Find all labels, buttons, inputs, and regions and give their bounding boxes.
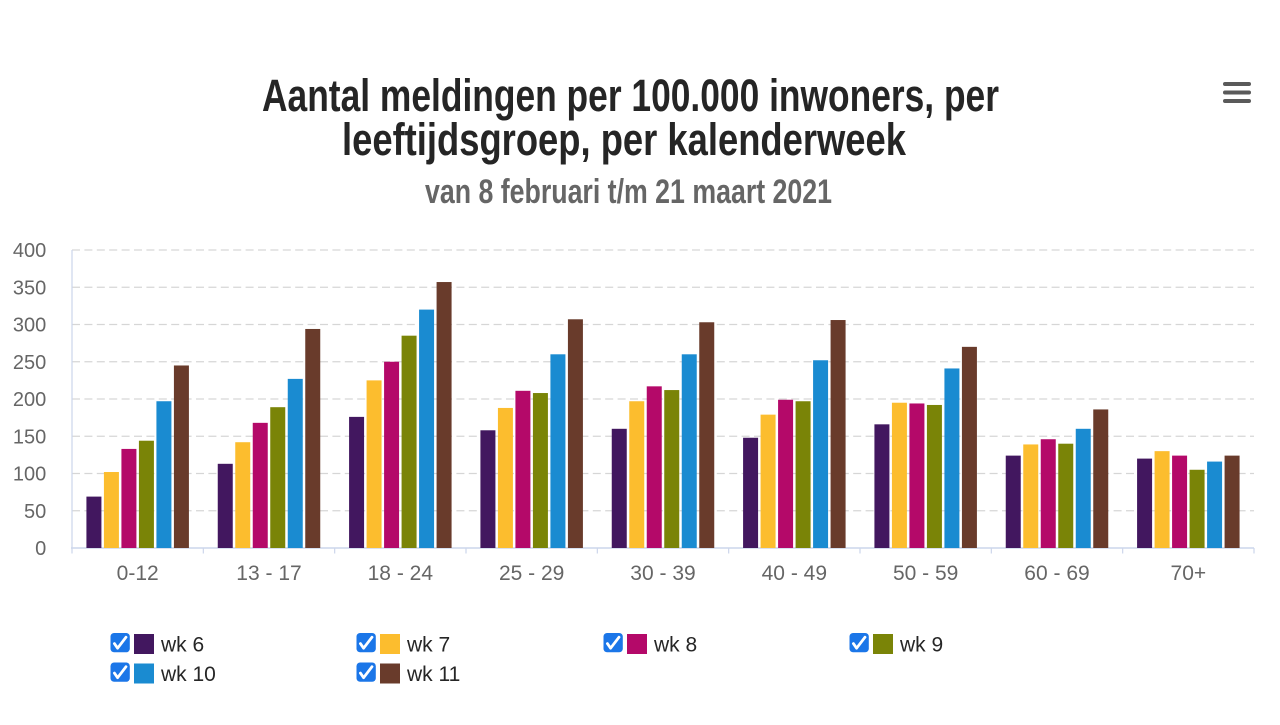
svg-text:400: 400 xyxy=(13,240,46,262)
svg-text:300: 300 xyxy=(13,315,46,337)
svg-text:350: 350 xyxy=(13,277,46,299)
svg-text:200: 200 xyxy=(13,389,46,411)
svg-text:Aantal meldingen per 100.000 i: Aantal meldingen per 100.000 inwoners, p… xyxy=(262,70,999,121)
svg-text:18 - 24: 18 - 24 xyxy=(368,562,434,585)
svg-text:150: 150 xyxy=(13,426,46,448)
svg-text:wk 11: wk 11 xyxy=(406,663,460,686)
svg-text:40 - 49: 40 - 49 xyxy=(762,562,827,585)
svg-text:van 8 februari t/m 21 maart 20: van 8 februari t/m 21 maart 2021 xyxy=(425,173,832,211)
svg-text:wk 9: wk 9 xyxy=(899,634,943,657)
svg-text:wk 8: wk 8 xyxy=(653,634,697,657)
svg-text:250: 250 xyxy=(13,352,46,374)
svg-text:wk 10: wk 10 xyxy=(160,663,216,686)
svg-text:50 - 59: 50 - 59 xyxy=(893,562,958,585)
svg-text:13 - 17: 13 - 17 xyxy=(236,562,301,585)
svg-text:wk 7: wk 7 xyxy=(406,634,450,657)
svg-text:0: 0 xyxy=(35,538,46,560)
svg-text:70+: 70+ xyxy=(1171,562,1207,585)
svg-text:leeftijdsgroep, per kalenderwe: leeftijdsgroep, per kalenderweek xyxy=(342,114,907,165)
svg-text:wk 6: wk 6 xyxy=(160,634,204,657)
svg-text:30 - 39: 30 - 39 xyxy=(630,562,695,585)
svg-text:50: 50 xyxy=(24,501,46,523)
svg-text:0-12: 0-12 xyxy=(117,562,159,585)
svg-text:100: 100 xyxy=(13,464,46,486)
svg-text:25 - 29: 25 - 29 xyxy=(499,562,564,585)
svg-text:60 - 69: 60 - 69 xyxy=(1024,562,1089,585)
